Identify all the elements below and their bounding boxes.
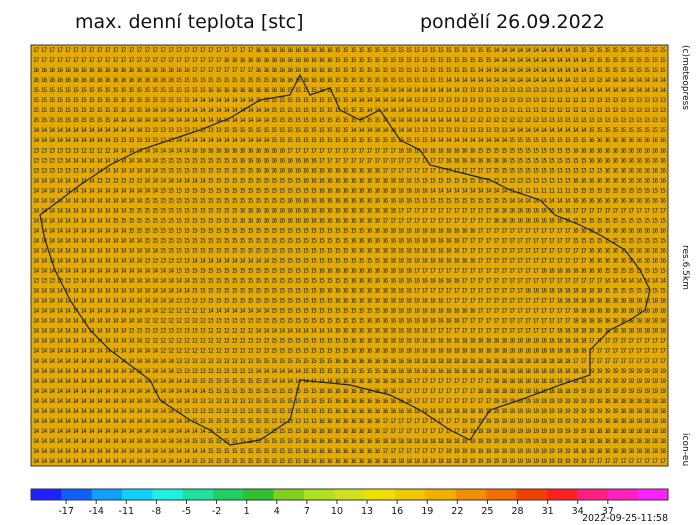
colorbar-tick-label: -2 [212,506,221,517]
value-row: 15 15 15 15 15 15 15 15 15 15 14 14 14 1… [33,117,666,124]
resolution: res.6.5km [680,245,690,290]
colorbar-segment [486,489,517,500]
colorbar-tick-label: 13 [361,506,373,517]
colorbar-segment [607,489,639,500]
value-row: 14 14 14 14 14 14 14 14 14 14 14 14 14 1… [33,388,666,395]
copyright: (c)meteopress [680,45,690,110]
value-row: 14 14 14 14 14 14 14 14 14 14 14 14 14 1… [33,187,666,194]
colorbar-tick-label: 16 [391,506,403,517]
colorbar-segment [182,489,214,500]
value-row: 14 14 14 14 14 14 14 14 14 14 14 14 14 1… [33,237,666,244]
value-row: 14 14 14 14 14 14 14 14 14 14 14 14 14 1… [33,358,666,365]
value-row: 14 14 14 14 14 14 14 14 14 14 14 14 13 1… [33,328,666,335]
title: max. denní teplota [stc] [75,11,303,33]
value-row: 15 15 15 15 15 15 15 15 15 15 15 15 15 1… [33,87,666,94]
value-row: 14 14 14 14 14 14 14 14 14 14 14 14 15 1… [33,207,666,214]
colorbar-segment [637,489,669,500]
colorbar-segment [455,489,487,500]
value-row: 14 14 14 14 14 14 14 14 14 14 14 14 14 1… [33,197,666,204]
value-row: 14 14 14 14 14 14 14 14 14 14 14 14 14 1… [33,338,666,345]
value-row: 14 14 14 14 14 14 14 14 14 14 14 14 14 1… [33,298,666,305]
value-row: 17 17 17 17 17 17 17 17 17 17 17 17 17 1… [33,57,666,64]
border [39,73,651,446]
colorbar-tick-label: -8 [152,506,161,517]
colorbar-segment [122,489,153,500]
model: icon-eu [680,433,690,466]
colorbar-tick-label: 7 [304,506,310,517]
colorbar-tick-label: 1 [244,506,250,517]
colorbar-tick-label: 28 [511,506,523,517]
timestamp: 2022-09-25-11:58 [582,513,668,524]
value-row: 14 14 14 14 14 14 14 14 14 14 14 14 14 1… [33,418,666,425]
colorbar-segment [516,489,548,500]
value-row: 14 14 14 14 14 14 14 14 14 14 14 14 14 1… [33,288,666,295]
colorbar-segment [577,489,608,500]
colorbar-tick-label: 25 [481,506,493,517]
colorbar-tick-label: -11 [119,506,135,517]
value-row: 13 13 13 13 13 13 14 14 14 14 14 14 14 1… [33,278,666,285]
colorbar-tick-label: 19 [421,506,433,517]
colorbar-segment [61,489,93,500]
value-grid: 17 17 17 17 17 17 17 17 17 17 17 17 17 1… [33,47,666,465]
colorbar-tick-label: -14 [88,506,104,517]
value-row: 14 14 14 14 14 14 14 14 14 14 14 14 14 1… [33,308,666,315]
value-row: 14 14 14 14 14 14 14 14 14 14 14 14 15 1… [33,227,666,234]
colorbar-segment [364,489,396,500]
colorbar-segment [213,489,244,500]
value-row: 14 14 14 14 14 14 14 14 14 14 14 14 14 1… [33,318,666,325]
colorbar-frame [30,488,669,501]
date: pondělí 26.09.2022 [420,11,605,33]
value-row: 14 14 14 14 14 14 14 14 14 14 13 13 13 1… [33,137,666,144]
colorbar-tick-label: 22 [451,506,463,517]
colorbar-tick-label: 10 [331,506,343,517]
colorbar-segment [273,489,305,500]
colorbar-segment [546,489,578,500]
colorbar-segment [31,489,62,500]
colorbar-tick-label: 31 [542,506,554,517]
colorbar-segment [425,489,457,500]
colorbar-segment [152,489,184,500]
colorbar-segment [334,489,366,500]
value-row: 14 14 14 14 14 14 14 14 14 14 14 14 14 1… [33,368,666,375]
value-row: 15 15 15 15 15 15 15 15 15 15 15 15 15 1… [33,97,666,104]
colorbar-tick-label: 4 [274,506,280,517]
value-row: 14 14 14 14 14 14 14 14 14 14 14 14 14 1… [33,448,666,455]
value-row: 14 14 14 14 14 14 14 14 14 14 14 14 14 1… [33,398,666,405]
value-row: 14 14 14 14 14 14 14 14 14 14 14 14 14 1… [33,247,666,254]
value-row: 15 15 15 15 15 15 15 15 15 15 15 15 15 1… [33,107,666,114]
colorbar: -17 -14 -11 -8 -5 -2 1 4 7 10 13 16 19 22 25 28 31 34 37 [30,488,669,517]
colorbar-segment [91,489,123,500]
colorbar-segment [243,489,275,500]
colorbar-tick-label: -17 [58,506,74,517]
value-row: 14 14 14 14 14 14 14 14 14 14 14 14 14 1… [33,268,666,275]
value-row: 16 16 16 16 16 16 16 16 16 16 16 16 16 1… [33,77,666,84]
value-row: 14 14 14 14 14 14 14 14 14 14 14 14 14 1… [33,348,666,355]
value-row: 14 14 14 14 14 14 14 14 14 14 14 14 14 1… [33,378,666,385]
value-row: 14 14 14 14 14 14 14 14 14 14 15 15 15 1… [33,217,666,224]
colorbar-tick-label: 34 [572,506,584,517]
value-row: 14 14 14 14 14 14 14 14 13 13 13 13 13 1… [33,177,666,184]
value-row: 13 13 13 13 13 13 12 12 12 12 14 14 14 1… [33,147,666,154]
value-row: 14 14 14 14 14 14 14 14 14 14 14 14 14 1… [33,408,666,415]
value-row: 14 14 14 14 14 14 14 14 14 14 14 14 14 1… [33,458,666,465]
colorbar-tick-label: -5 [182,506,191,517]
colorbar-segment [304,489,335,500]
value-row: 13 13 13 13 14 14 14 14 14 14 14 14 14 1… [33,157,666,164]
value-row: 14 14 14 14 14 14 14 14 14 14 14 14 14 1… [33,428,666,435]
value-row: 14 14 14 14 14 14 14 14 14 14 14 14 14 1… [33,127,666,134]
colorbar-segment [395,489,426,500]
value-row: 16 16 16 16 16 16 16 16 16 16 16 16 16 1… [33,67,666,74]
colorbar-tick-label: 37 [602,506,614,517]
value-row: 14 14 14 14 14 14 14 14 14 14 14 14 14 1… [33,258,666,265]
value-row: 14 14 14 14 14 14 14 14 14 14 14 14 14 1… [33,438,666,445]
value-row: 17 17 17 17 17 17 17 17 17 17 17 17 17 1… [33,47,666,54]
value-row: 13 13 13 13 13 13 14 14 14 14 14 14 14 1… [33,167,666,174]
